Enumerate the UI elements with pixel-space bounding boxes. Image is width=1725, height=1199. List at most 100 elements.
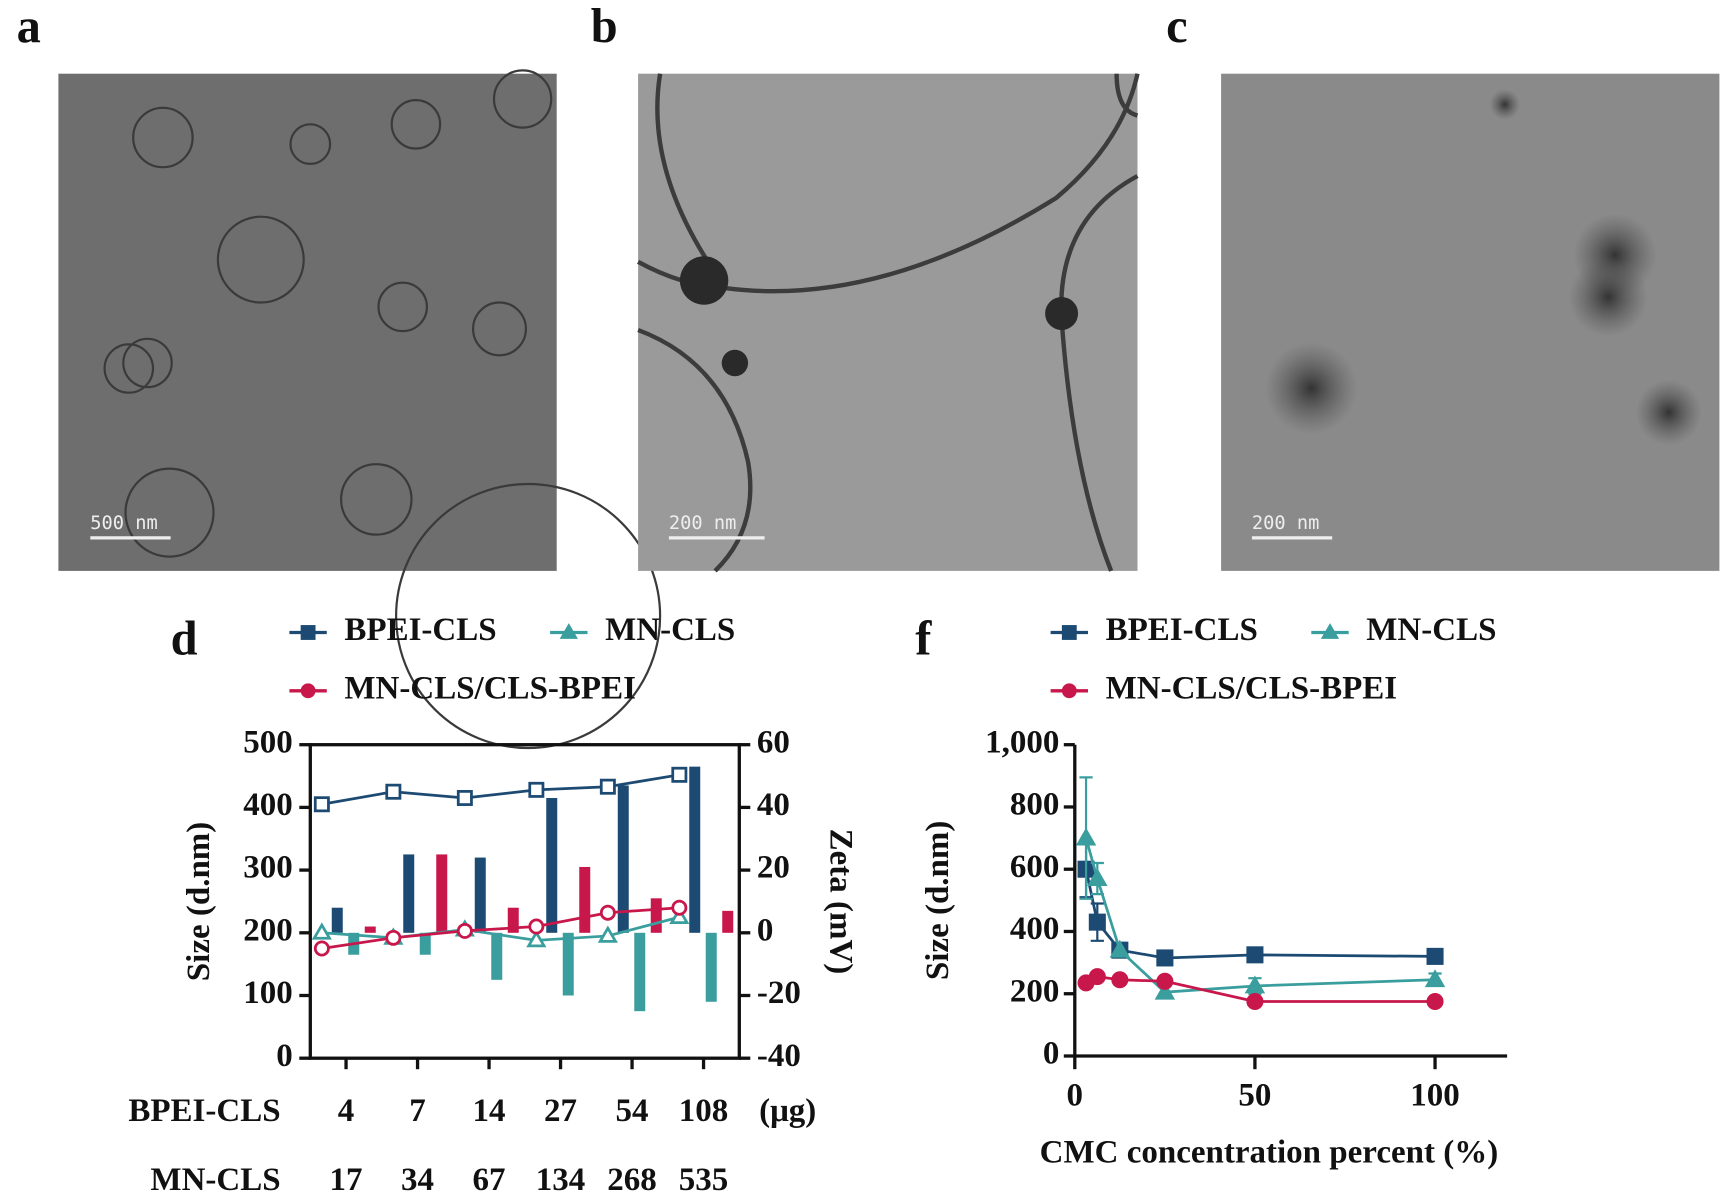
y-tick-label: 0	[276, 1038, 293, 1074]
bar	[689, 766, 701, 933]
x-tick-label: 27	[544, 1093, 577, 1129]
y2-axis-label: Zeta (mV)	[823, 829, 859, 975]
x-tick-label: 108	[679, 1093, 729, 1129]
marker	[313, 796, 330, 813]
marker	[1246, 946, 1264, 964]
x-tick-label: 54	[616, 1093, 649, 1129]
marker	[1088, 968, 1106, 986]
marker	[1088, 913, 1106, 931]
y2-tick-label: 60	[757, 724, 790, 760]
bar	[722, 910, 734, 933]
y-tick-label: 600	[1010, 849, 1060, 885]
y-tick-label: 500	[243, 724, 293, 760]
bar	[562, 932, 574, 996]
panel-label: f	[915, 613, 932, 666]
marker	[526, 929, 547, 948]
plot-frame	[308, 743, 741, 1060]
marker	[313, 940, 330, 957]
legend-label: BPEI-CLS	[344, 612, 496, 648]
scale-bar-label: 200 nm	[669, 513, 737, 534]
bar	[546, 797, 558, 933]
marker	[599, 778, 616, 795]
marker	[1061, 625, 1077, 640]
marker	[528, 918, 545, 935]
legend-label: MN-CLS	[1366, 612, 1496, 648]
bar	[650, 898, 662, 933]
y-tick-label: 1,000	[985, 724, 1059, 760]
marker	[559, 623, 578, 639]
marker	[1087, 868, 1108, 886]
x-tick-label: 34	[401, 1162, 434, 1198]
marker	[1111, 971, 1129, 989]
legend-label: MN-CLS/CLS-BPEI	[1106, 670, 1398, 706]
marker	[671, 899, 688, 916]
line	[321, 915, 680, 942]
line	[321, 773, 680, 806]
bar	[579, 866, 591, 933]
x-tick-label: 100	[1410, 1077, 1460, 1113]
marker	[1156, 972, 1174, 990]
panel-label: a	[17, 0, 41, 53]
marker	[669, 906, 690, 925]
marker	[528, 781, 545, 798]
y-tick-label: 200	[243, 912, 293, 948]
x-tick-label: 134	[536, 1162, 586, 1198]
bar	[419, 932, 431, 955]
marker	[311, 922, 332, 940]
bar	[634, 932, 646, 1012]
marker	[671, 766, 688, 783]
marker	[300, 683, 316, 699]
y-tick-label: 200	[1010, 973, 1060, 1009]
legend-label: MN-CLS/CLS-BPEI	[344, 670, 636, 706]
y-tick-label: 0	[1043, 1036, 1060, 1072]
tem-image-b	[637, 73, 1140, 573]
x-tick-label: 4	[338, 1093, 355, 1129]
legend-label: MN-CLS	[605, 612, 735, 648]
bar	[617, 785, 629, 933]
x-tick-label: 14	[473, 1093, 506, 1129]
marker	[456, 922, 473, 939]
y2-tick-label: 20	[757, 850, 790, 886]
panel-label: b	[591, 0, 618, 53]
bar	[436, 854, 448, 933]
x-tick-label: 0	[1067, 1077, 1084, 1113]
scale-bar-label: 500 nm	[90, 513, 158, 534]
y2-tick-label: 0	[757, 912, 774, 948]
category-unit: (μg)	[759, 1093, 816, 1129]
marker	[1109, 939, 1131, 958]
panel-label: c	[1166, 0, 1187, 53]
marker	[599, 904, 616, 921]
line	[1084, 837, 1436, 994]
x-axis-label: CMC concentration percent (%)	[1040, 1135, 1499, 1171]
tem-image-a	[58, 69, 662, 750]
bar	[474, 857, 486, 933]
marker	[385, 929, 402, 946]
marker	[300, 625, 316, 640]
category-row-name: MN-CLS	[150, 1162, 280, 1198]
y-tick-label: 300	[243, 850, 293, 886]
bar	[507, 907, 519, 933]
marker	[456, 790, 473, 806]
bar	[403, 854, 415, 933]
y2-tick-label: -20	[757, 975, 801, 1011]
y2-tick-label: -40	[757, 1038, 801, 1074]
marker	[1426, 947, 1444, 965]
marker	[385, 783, 402, 800]
marker	[1426, 992, 1444, 1011]
marker	[1246, 992, 1264, 1011]
line	[1084, 868, 1436, 960]
x-tick-label: 7	[409, 1093, 426, 1129]
y2-tick-label: 40	[757, 787, 790, 823]
y-tick-label: 400	[243, 787, 293, 823]
bar	[364, 926, 376, 933]
y-tick-label: 400	[1010, 911, 1060, 947]
marker	[1244, 975, 1266, 994]
x-tick-label: 50	[1238, 1077, 1271, 1113]
bar	[331, 907, 343, 933]
bar	[491, 932, 503, 980]
marker	[1075, 827, 1097, 846]
marker	[1156, 949, 1174, 967]
marker	[597, 925, 618, 943]
y-tick-label: 800	[1010, 787, 1060, 823]
